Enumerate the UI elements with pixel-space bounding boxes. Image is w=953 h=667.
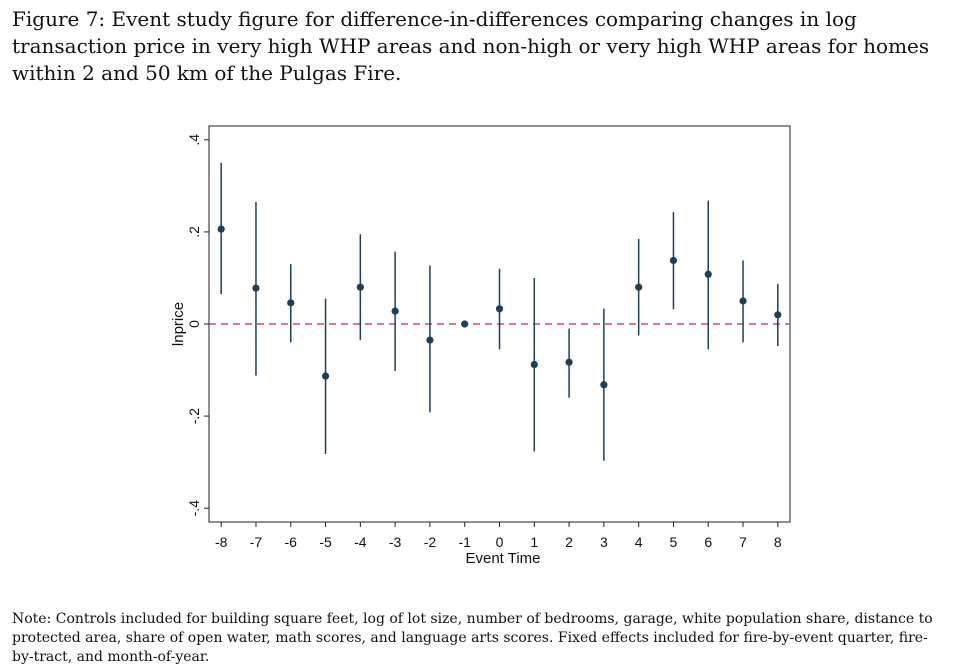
coefficient-point [669, 256, 678, 265]
x-tick-label: -3 [389, 534, 402, 550]
y-tick-label: -.4 [186, 500, 202, 517]
y-tick-label: -.2 [186, 408, 202, 425]
y-tick-label: 0 [186, 320, 202, 328]
y-axis: -.4 -.2 0 .2 .4 [186, 134, 209, 517]
coefficient-point [461, 320, 469, 328]
coefficient-point [530, 360, 538, 369]
coefficient-point [217, 225, 225, 233]
x-tick-label: -5 [319, 534, 332, 550]
x-tick-label: 6 [704, 534, 712, 550]
coefficient-point [704, 270, 712, 278]
x-tick-label: -7 [250, 534, 263, 550]
coefficient-points [217, 225, 782, 389]
x-tick-label: -2 [424, 534, 437, 550]
coefficient-point [495, 305, 504, 313]
y-axis-label: lnprice [170, 302, 187, 346]
coefficient-point [565, 358, 573, 366]
coefficient-point [391, 307, 399, 315]
x-axis-label: Event Time [465, 550, 540, 567]
event-study-chart: -.4 -.2 0 .2 .4 -8 -7 -6 -5 -4 -3 -2 -1 0 1 2 3 4 5 6 7 8 Ev… [170, 125, 791, 567]
x-tick-label: 8 [774, 534, 782, 550]
coefficient-point [356, 283, 364, 291]
x-tick-label: 7 [739, 534, 747, 550]
x-tick-label: -4 [354, 534, 367, 550]
coefficient-point [426, 336, 434, 344]
coefficient-point [774, 311, 782, 319]
coefficient-point [635, 283, 643, 291]
coefficient-point [252, 284, 260, 292]
x-tick-label: -1 [458, 534, 471, 550]
coefficient-point [287, 299, 295, 307]
x-tick-label: 3 [600, 534, 608, 550]
x-tick-label: 4 [635, 534, 643, 550]
coefficient-point [739, 297, 747, 305]
y-tick-label: .4 [186, 134, 202, 146]
x-tick-label: -8 [215, 534, 228, 550]
x-tick-label: 2 [565, 534, 573, 550]
y-tick-label: .2 [186, 226, 202, 238]
figure-caption: Figure 7: Event study figure for differe… [12, 7, 930, 85]
x-tick-label: 1 [530, 534, 538, 550]
x-tick-label: 0 [496, 534, 504, 550]
figure-note: Note: Controls included for building squ… [12, 611, 933, 665]
coefficient-point [321, 372, 330, 380]
x-tick-label: 5 [670, 534, 678, 550]
x-tick-label: -6 [285, 534, 298, 550]
x-axis: -8 -7 -6 -5 -4 -3 -2 -1 0 1 2 3 4 5 6 7 8 [215, 522, 782, 550]
coefficient-point [600, 381, 608, 389]
